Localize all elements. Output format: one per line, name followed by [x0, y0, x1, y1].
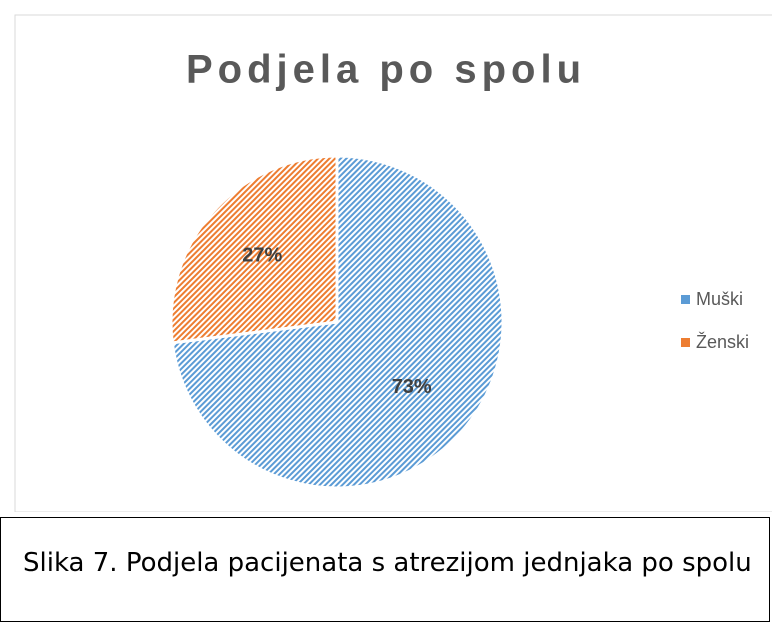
legend-label: Muški	[696, 289, 743, 309]
caption: Slika 7. Podjela pacijenata s atrezijom …	[0, 517, 770, 622]
data-label: 27%	[242, 244, 282, 266]
legend-swatch	[681, 295, 690, 304]
legend-swatch	[681, 338, 690, 347]
chart: Podjela po spolu 73% 27% Muški Ženski	[14, 14, 772, 512]
data-label: 73%	[392, 376, 432, 398]
pie-slice	[169, 154, 339, 345]
legend-label: Ženski	[696, 332, 749, 352]
chart-title: Podjela po spolu	[186, 48, 586, 92]
